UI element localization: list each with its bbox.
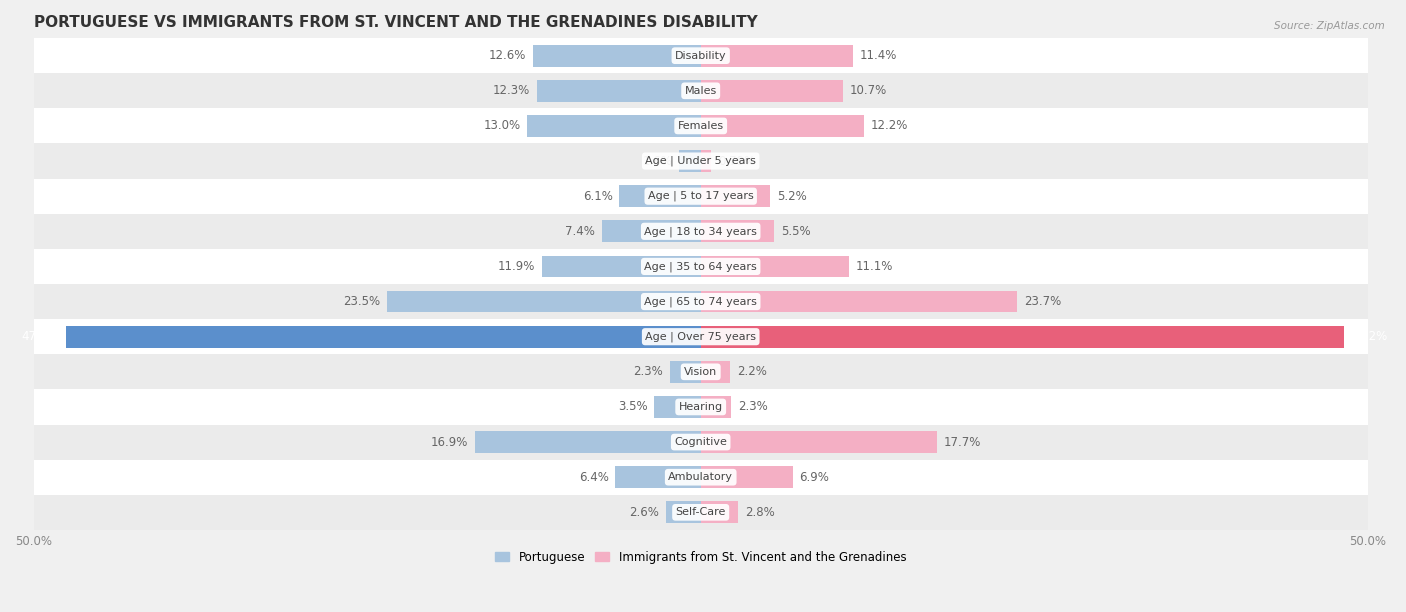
Bar: [34, 108, 1368, 143]
Text: Ambulatory: Ambulatory: [668, 472, 733, 482]
Text: 48.2%: 48.2%: [1351, 330, 1388, 343]
Text: 6.9%: 6.9%: [800, 471, 830, 483]
Bar: [700, 466, 793, 488]
Text: 5.2%: 5.2%: [776, 190, 807, 203]
Text: 2.3%: 2.3%: [634, 365, 664, 378]
Bar: [34, 143, 1368, 179]
Bar: [700, 256, 849, 277]
Text: 7.4%: 7.4%: [565, 225, 595, 238]
Text: 6.1%: 6.1%: [582, 190, 613, 203]
Bar: [34, 425, 1368, 460]
Bar: [700, 326, 1344, 348]
Bar: [541, 256, 700, 277]
Bar: [619, 185, 700, 207]
Text: 47.6%: 47.6%: [21, 330, 59, 343]
Bar: [679, 150, 700, 172]
Bar: [533, 45, 700, 67]
Text: 10.7%: 10.7%: [851, 84, 887, 97]
Bar: [537, 80, 700, 102]
Text: Cognitive: Cognitive: [675, 437, 727, 447]
Bar: [616, 466, 700, 488]
Bar: [34, 214, 1368, 249]
Bar: [700, 80, 844, 102]
Bar: [700, 185, 770, 207]
Bar: [34, 460, 1368, 494]
Text: 6.4%: 6.4%: [579, 471, 609, 483]
Text: 2.3%: 2.3%: [738, 400, 768, 414]
Text: Age | 18 to 34 years: Age | 18 to 34 years: [644, 226, 758, 237]
Bar: [700, 501, 738, 523]
Legend: Portuguese, Immigrants from St. Vincent and the Grenadines: Portuguese, Immigrants from St. Vincent …: [491, 546, 911, 569]
Bar: [34, 249, 1368, 284]
Text: Hearing: Hearing: [679, 402, 723, 412]
Text: 5.5%: 5.5%: [780, 225, 810, 238]
Bar: [527, 115, 700, 137]
Bar: [34, 389, 1368, 425]
Text: Age | 5 to 17 years: Age | 5 to 17 years: [648, 191, 754, 201]
Text: Vision: Vision: [685, 367, 717, 377]
Bar: [666, 501, 700, 523]
Text: 2.6%: 2.6%: [630, 506, 659, 519]
Bar: [700, 396, 731, 418]
Bar: [671, 361, 700, 382]
Text: 12.3%: 12.3%: [492, 84, 530, 97]
Text: 3.5%: 3.5%: [617, 400, 647, 414]
Text: Age | 35 to 64 years: Age | 35 to 64 years: [644, 261, 756, 272]
Bar: [34, 284, 1368, 319]
Text: Disability: Disability: [675, 51, 727, 61]
Bar: [34, 319, 1368, 354]
Bar: [34, 354, 1368, 389]
Text: 2.2%: 2.2%: [737, 365, 766, 378]
Text: 13.0%: 13.0%: [484, 119, 520, 132]
Bar: [387, 291, 700, 313]
Bar: [700, 220, 775, 242]
Bar: [34, 38, 1368, 73]
Bar: [700, 115, 863, 137]
Bar: [700, 431, 936, 453]
Bar: [654, 396, 700, 418]
Text: Age | Under 5 years: Age | Under 5 years: [645, 156, 756, 166]
Text: Source: ZipAtlas.com: Source: ZipAtlas.com: [1274, 21, 1385, 31]
Bar: [66, 326, 700, 348]
Bar: [34, 494, 1368, 530]
Text: 23.5%: 23.5%: [343, 295, 381, 308]
Bar: [700, 361, 730, 382]
Text: Self-Care: Self-Care: [675, 507, 725, 517]
Text: 12.6%: 12.6%: [488, 49, 526, 62]
Text: 12.2%: 12.2%: [870, 119, 907, 132]
Bar: [475, 431, 700, 453]
Bar: [34, 73, 1368, 108]
Text: Males: Males: [685, 86, 717, 96]
Text: 17.7%: 17.7%: [943, 436, 981, 449]
Text: 11.4%: 11.4%: [859, 49, 897, 62]
Bar: [700, 150, 711, 172]
Text: 11.9%: 11.9%: [498, 260, 536, 273]
Text: 2.8%: 2.8%: [745, 506, 775, 519]
Bar: [700, 291, 1017, 313]
Bar: [34, 179, 1368, 214]
Text: Age | 65 to 74 years: Age | 65 to 74 years: [644, 296, 758, 307]
Text: 11.1%: 11.1%: [855, 260, 893, 273]
Text: 0.79%: 0.79%: [718, 155, 755, 168]
Text: 1.6%: 1.6%: [643, 155, 672, 168]
Text: 23.7%: 23.7%: [1024, 295, 1062, 308]
Bar: [700, 45, 853, 67]
Text: PORTUGUESE VS IMMIGRANTS FROM ST. VINCENT AND THE GRENADINES DISABILITY: PORTUGUESE VS IMMIGRANTS FROM ST. VINCEN…: [34, 15, 758, 30]
Text: Females: Females: [678, 121, 724, 131]
Text: 16.9%: 16.9%: [432, 436, 468, 449]
Text: Age | Over 75 years: Age | Over 75 years: [645, 332, 756, 342]
Bar: [602, 220, 700, 242]
